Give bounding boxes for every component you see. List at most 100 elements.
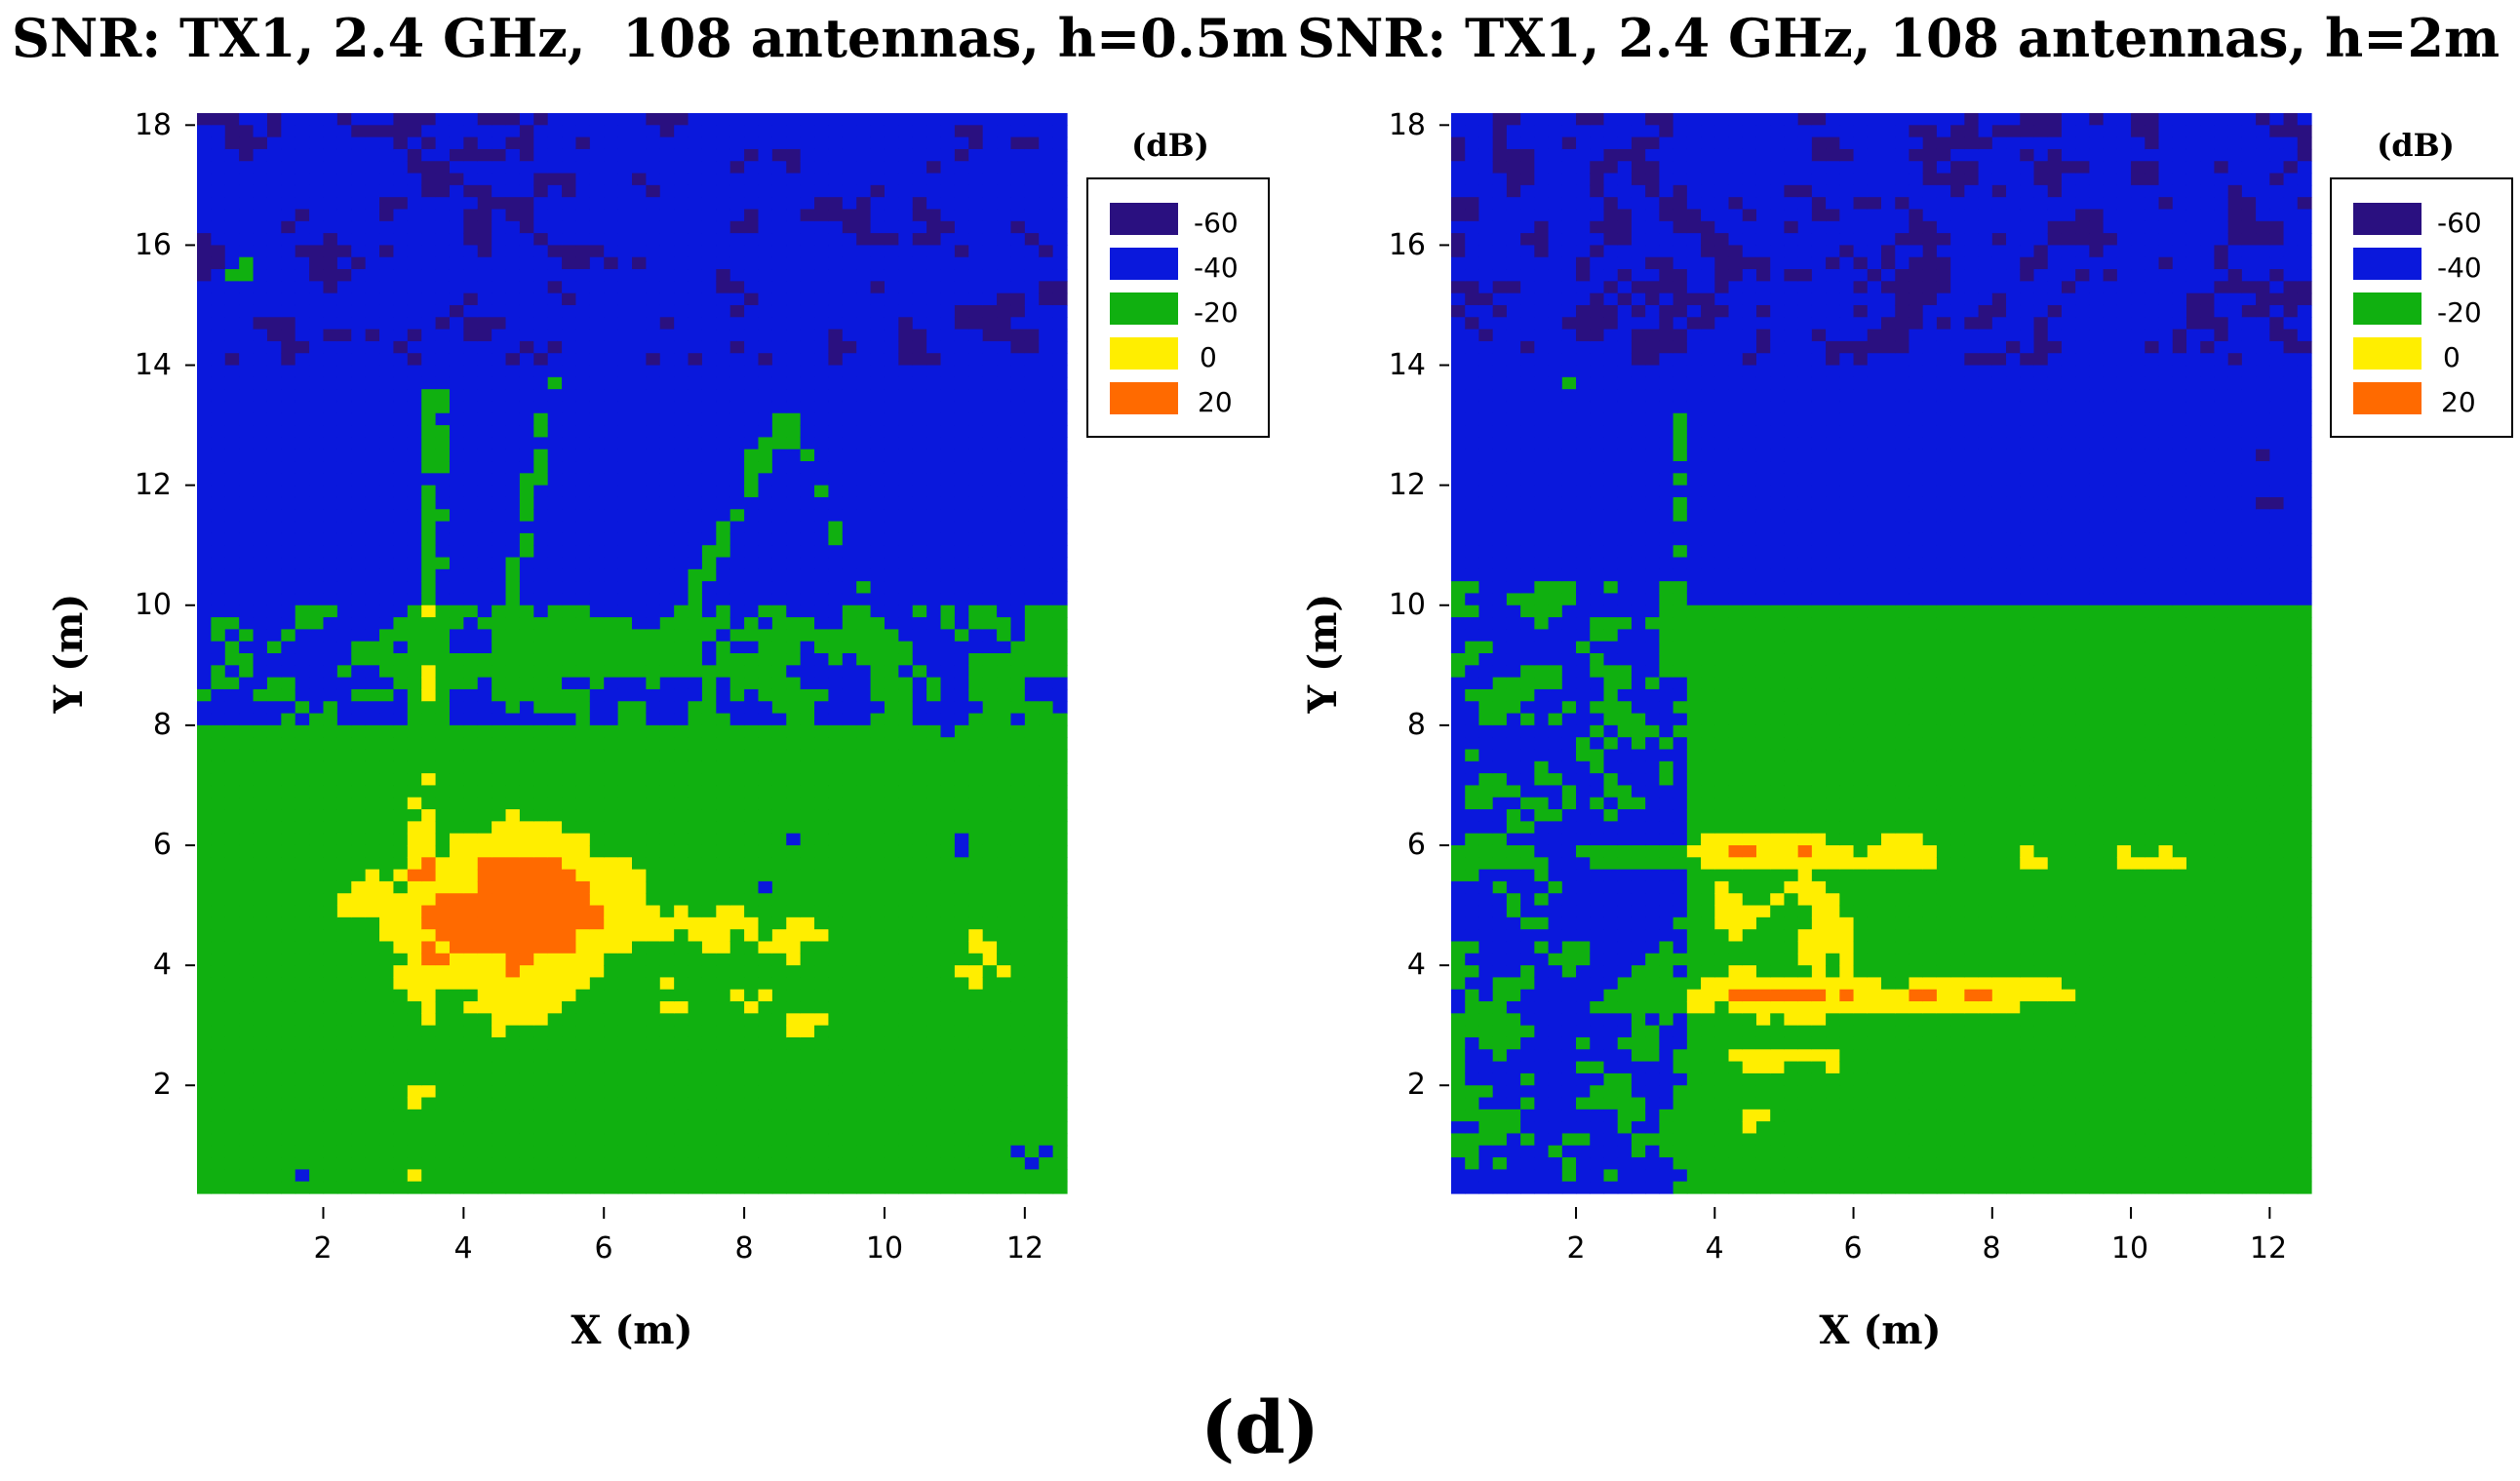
heatmap-cell [463, 724, 479, 738]
heatmap-cell [323, 737, 338, 751]
heatmap-cell [884, 1109, 899, 1122]
heatmap-cell [449, 713, 464, 726]
heatmap-cell [744, 785, 760, 799]
heatmap-cell [758, 880, 773, 894]
heatmap-cell [211, 749, 226, 762]
heatmap-cell [197, 749, 212, 762]
heatmap-cell [912, 376, 927, 390]
heatmap-cell [604, 184, 619, 198]
heatmap-cell [674, 653, 689, 666]
heatmap-cell [716, 965, 731, 978]
heatmap-cell [701, 844, 717, 858]
heatmap-cell [449, 629, 464, 643]
heatmap-cell [351, 1109, 367, 1122]
heatmap-cell [379, 568, 395, 582]
heatmap-cell [659, 448, 675, 462]
heatmap-cell [379, 340, 395, 354]
heatmap-cell [393, 148, 409, 162]
heatmap-cell [758, 304, 773, 318]
heatmap-cell [435, 1049, 451, 1063]
heatmap-cell [842, 641, 857, 654]
heatmap-cell [716, 1001, 731, 1014]
heatmap-cell [295, 521, 310, 534]
heatmap-cell [519, 184, 534, 198]
heatmap-cell [463, 688, 479, 702]
heatmap-cell [281, 317, 296, 331]
heatmap-cell [632, 557, 647, 570]
heatmap-cell [786, 785, 802, 799]
heatmap-cell [449, 677, 464, 690]
heatmap-cell [463, 581, 479, 595]
heatmap-cell [211, 353, 226, 367]
heatmap-cell [421, 401, 437, 414]
heatmap-cell [266, 809, 282, 822]
heatmap-cell [828, 905, 844, 918]
heatmap-cell [505, 785, 521, 799]
heatmap-cell [407, 1085, 422, 1099]
heatmap-cell [407, 953, 422, 966]
heatmap-cell [533, 1001, 549, 1014]
heatmap-cell [323, 136, 338, 150]
heatmap-cell [589, 113, 605, 126]
heatmap-cell [407, 821, 422, 835]
heatmap-cell [421, 304, 437, 318]
heatmap-cell [323, 905, 338, 918]
heatmap-cell [758, 173, 773, 186]
heatmap-cell [463, 532, 479, 546]
heatmap-cell [632, 173, 647, 186]
heatmap-cell [505, 485, 521, 498]
heatmap-cell [617, 1001, 633, 1014]
heatmap-cell [351, 749, 367, 762]
heatmap-cell [266, 665, 282, 679]
heatmap-cell [365, 581, 380, 595]
heatmap-cell [842, 389, 857, 403]
heatmap-cell [940, 1133, 956, 1147]
heatmap-cell [562, 857, 577, 871]
heatmap-cell [954, 209, 969, 222]
heatmap-cell [463, 496, 479, 510]
heatmap-cell [281, 473, 296, 487]
heatmap-cell [632, 941, 647, 955]
heatmap-cell [562, 905, 577, 918]
heatmap-cell [477, 593, 492, 606]
heatmap-cell [828, 749, 844, 762]
heatmap-cell [729, 220, 745, 234]
heatmap-cell [309, 809, 325, 822]
heatmap-cell [659, 809, 675, 822]
heatmap-cell [239, 220, 255, 234]
heatmap-cell [674, 256, 689, 270]
heatmap-cell [617, 1121, 633, 1135]
heatmap-cell [266, 905, 282, 918]
heatmap-cell [898, 737, 914, 751]
heatmap-cell [224, 365, 240, 378]
heatmap-cell [379, 1049, 395, 1063]
heatmap-cell [744, 773, 760, 787]
heatmap-cell [421, 844, 437, 858]
heatmap-cell [492, 557, 507, 570]
heatmap-cell [758, 965, 773, 978]
heatmap-cell [463, 880, 479, 894]
heatmap-cell [309, 329, 325, 342]
heatmap-cell [492, 773, 507, 787]
heatmap-cell [771, 1121, 787, 1135]
heatmap-cell [197, 833, 212, 846]
heatmap-cell [771, 148, 787, 162]
heatmap-cell [519, 113, 534, 126]
heatmap-cell [421, 749, 437, 762]
heatmap-cell [617, 965, 633, 978]
heatmap-cell [309, 209, 325, 222]
heatmap-cell [800, 653, 815, 666]
heatmap-cell [800, 1036, 815, 1050]
heatmap-cell [477, 437, 492, 450]
heatmap-cell [449, 1072, 464, 1086]
heatmap-cell [729, 184, 745, 198]
heatmap-cell [632, 905, 647, 918]
heatmap-cell [239, 376, 255, 390]
heatmap-cell [351, 401, 367, 414]
heatmap-cell [295, 209, 310, 222]
heatmap-cell [562, 220, 577, 234]
heatmap-cell [926, 1169, 942, 1183]
heatmap-cell [604, 496, 619, 510]
heatmap-cell [477, 833, 492, 846]
heatmap-cell [197, 1085, 212, 1099]
